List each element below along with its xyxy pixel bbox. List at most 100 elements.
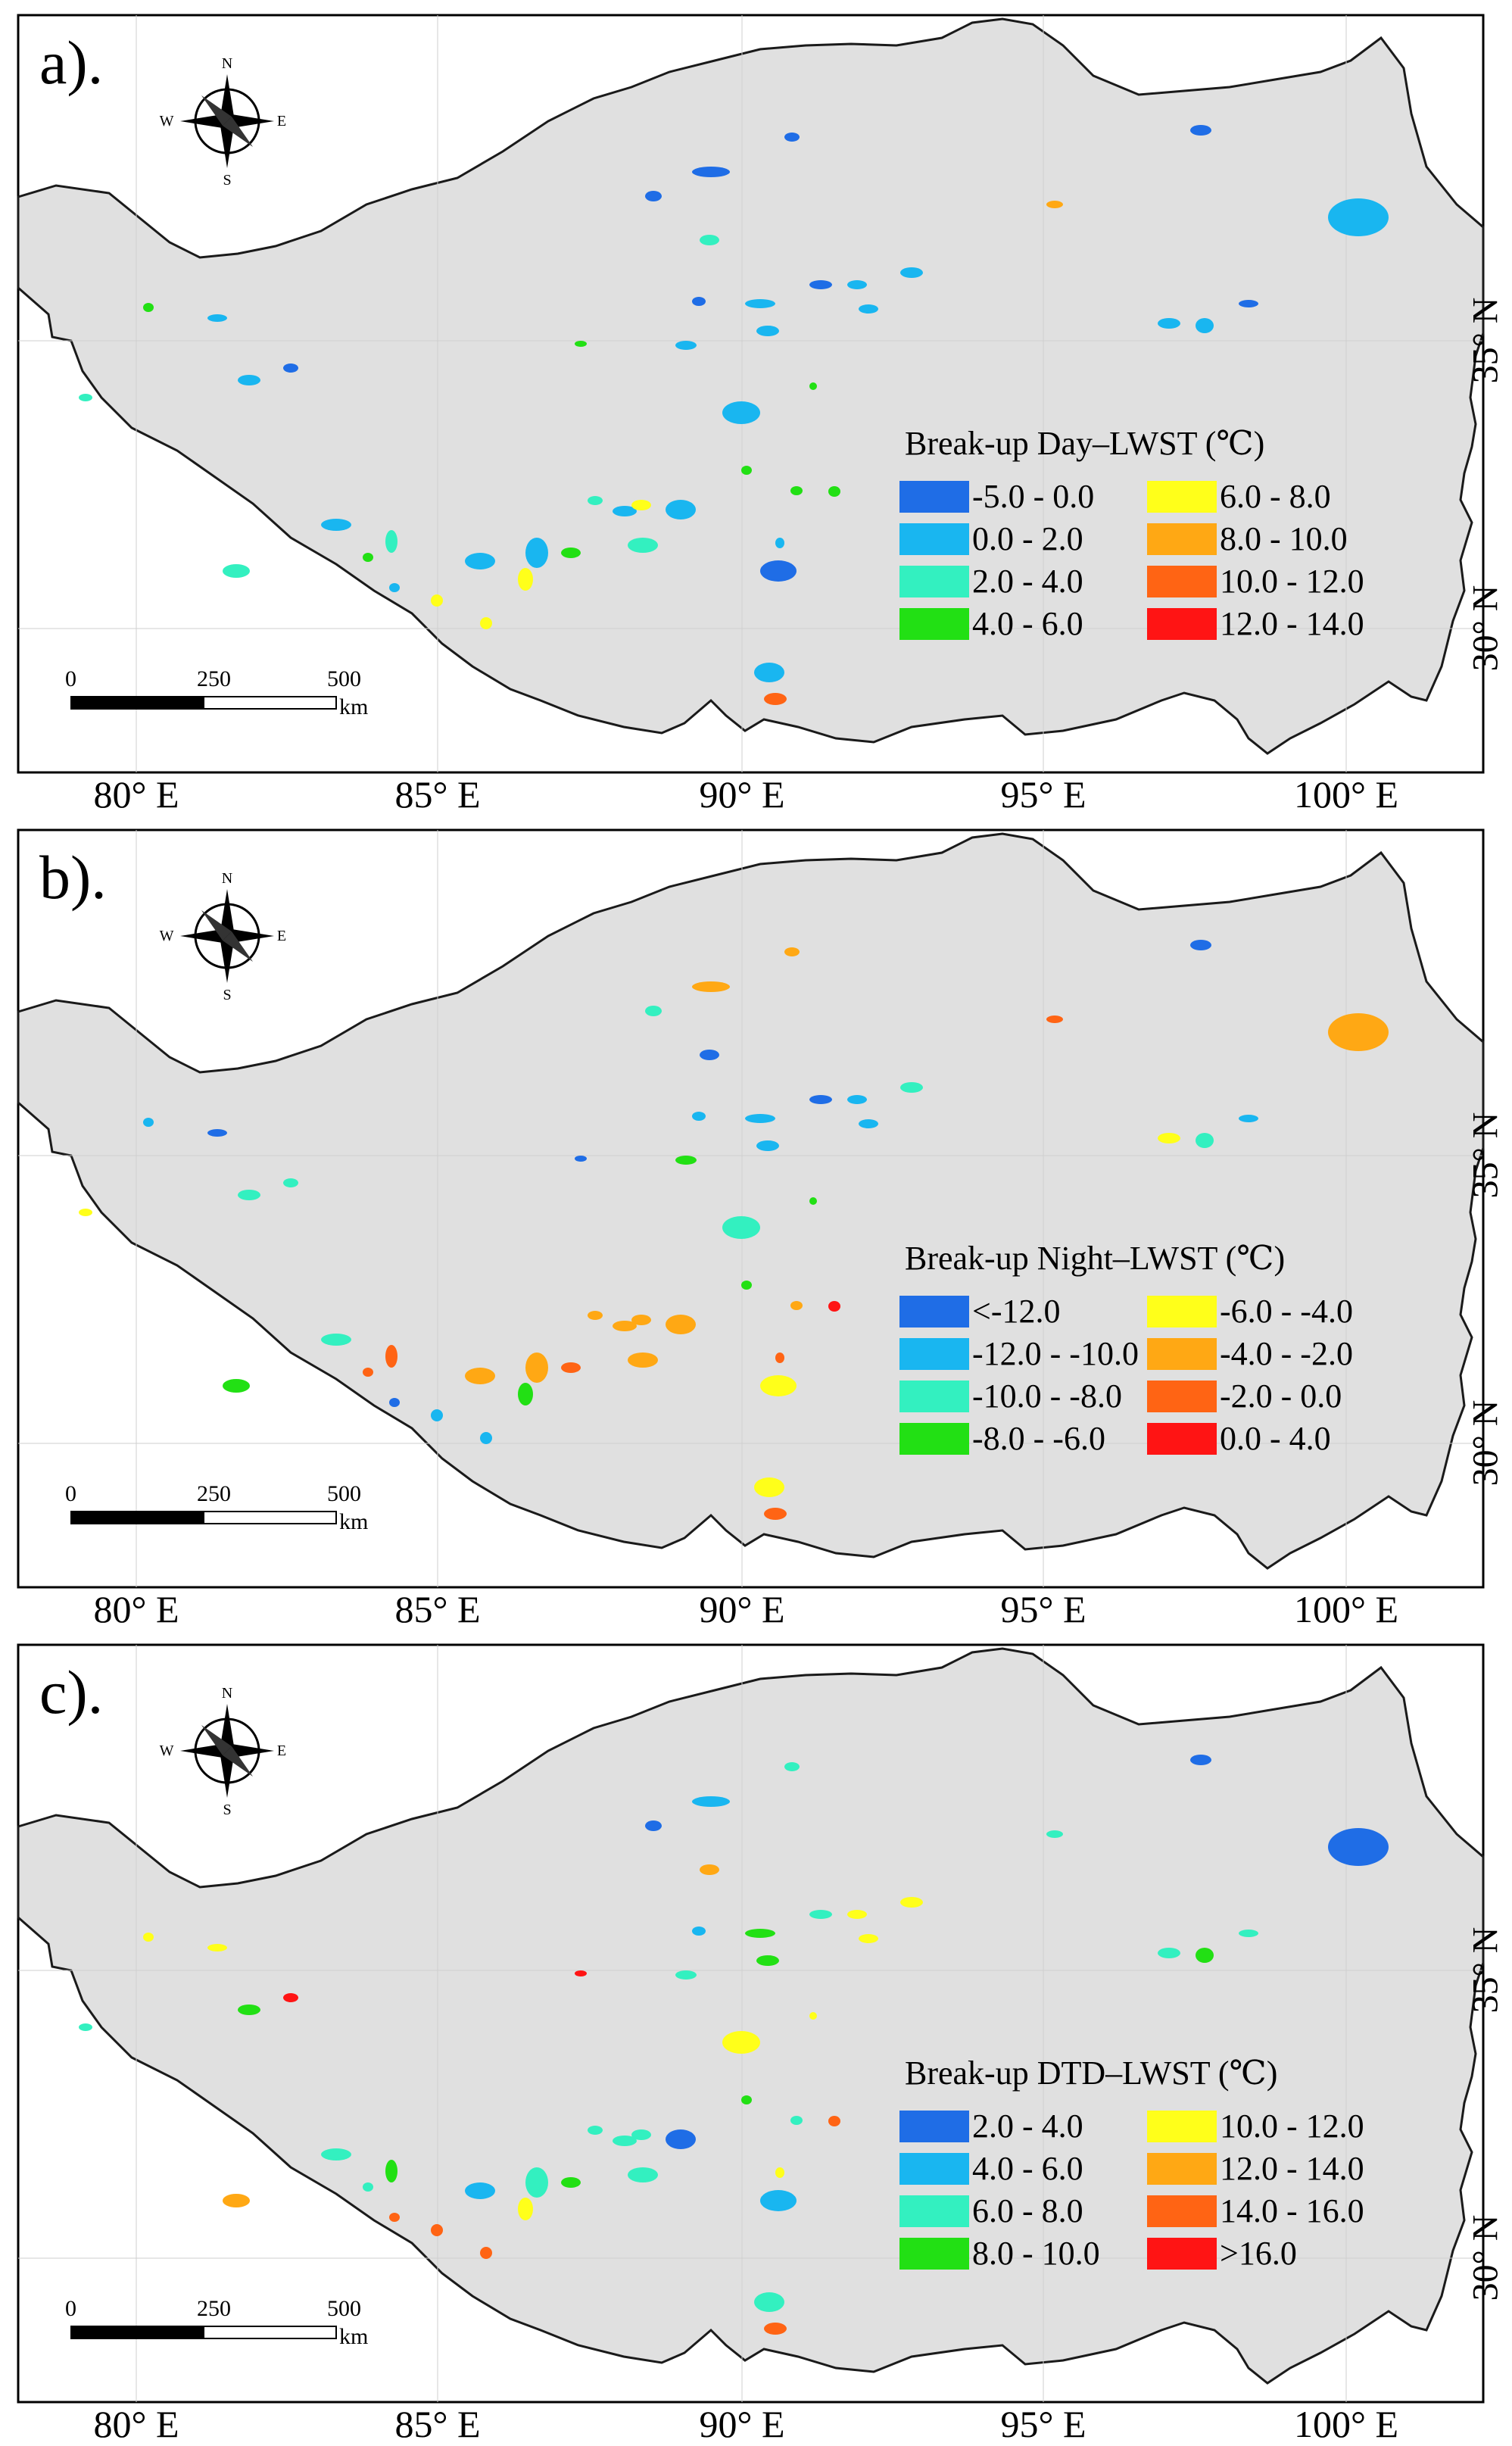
legend-swatch bbox=[899, 1380, 969, 1412]
x-tick-label: 85° E bbox=[394, 773, 481, 816]
lake bbox=[143, 303, 154, 312]
lake bbox=[628, 1352, 658, 1368]
legend-item: 0.0 - 4.0 bbox=[1147, 1419, 1331, 1458]
lake bbox=[754, 663, 784, 682]
compass-label-n: N bbox=[222, 870, 232, 887]
lake bbox=[666, 2129, 696, 2149]
legend-swatch bbox=[899, 2195, 969, 2227]
lake bbox=[1239, 1930, 1258, 1937]
lake bbox=[1196, 1133, 1214, 1148]
lake bbox=[525, 1352, 548, 1383]
lake bbox=[859, 304, 878, 314]
y-tick-label: 30° N bbox=[1465, 1399, 1506, 1487]
lake bbox=[525, 2167, 548, 2198]
legend-swatch bbox=[899, 2110, 969, 2142]
legend-swatch bbox=[899, 523, 969, 555]
legend-swatch bbox=[1147, 1295, 1217, 1328]
lake bbox=[784, 1762, 800, 1771]
lake bbox=[207, 314, 227, 322]
lake bbox=[628, 2167, 658, 2182]
lake bbox=[79, 394, 92, 401]
lake bbox=[223, 564, 250, 578]
lake bbox=[389, 2213, 400, 2222]
lake bbox=[859, 1934, 878, 1943]
lake bbox=[756, 326, 779, 336]
lake bbox=[645, 1006, 662, 1016]
lake bbox=[480, 1432, 492, 1444]
panel-label: c). bbox=[39, 1658, 104, 1727]
legend-label: -2.0 - 0.0 bbox=[1220, 1377, 1342, 1415]
lake bbox=[1158, 318, 1180, 329]
x-tick-label: 90° E bbox=[699, 1588, 785, 1630]
x-tick-label: 80° E bbox=[93, 2403, 179, 2445]
legend-label: 10.0 - 12.0 bbox=[1220, 563, 1364, 600]
lake bbox=[207, 1944, 227, 1951]
lake bbox=[385, 530, 397, 553]
legend-item: -6.0 - -4.0 bbox=[1147, 1292, 1353, 1331]
lake bbox=[613, 506, 637, 516]
lake bbox=[722, 401, 760, 424]
lake bbox=[1046, 1830, 1063, 1838]
legend-item: -8.0 - -6.0 bbox=[899, 1419, 1105, 1458]
legend-title: Break-up Day–LWST (℃) bbox=[905, 425, 1265, 462]
scale-bar-tick-label: 500 bbox=[327, 666, 361, 691]
lake bbox=[1196, 1948, 1214, 1963]
lake bbox=[809, 280, 832, 289]
legend-item: <-12.0 bbox=[899, 1292, 1060, 1331]
lake bbox=[588, 496, 603, 505]
legend-item: -5.0 - 0.0 bbox=[899, 477, 1094, 516]
lake bbox=[1046, 201, 1063, 208]
legend-label: -5.0 - 0.0 bbox=[972, 478, 1095, 515]
lake bbox=[760, 1375, 797, 1396]
x-tick-label: 90° E bbox=[699, 773, 785, 816]
plateau-region bbox=[17, 17, 1485, 755]
x-tick-label: 95° E bbox=[1000, 773, 1086, 816]
legend-label: -4.0 - -2.0 bbox=[1220, 1335, 1353, 1372]
legend-label: 4.0 - 6.0 bbox=[972, 605, 1083, 642]
north-arrow-icon: N S E W bbox=[160, 870, 287, 1003]
lake bbox=[385, 2160, 397, 2182]
lake bbox=[431, 594, 443, 607]
legend-item: 10.0 - 12.0 bbox=[1147, 562, 1364, 601]
legend-label: 8.0 - 10.0 bbox=[1220, 520, 1348, 557]
lake bbox=[764, 1508, 787, 1520]
lake bbox=[675, 1970, 697, 1980]
lake bbox=[900, 1082, 923, 1093]
lake bbox=[809, 2012, 817, 2020]
lake bbox=[847, 280, 867, 289]
legend-label: 0.0 - 4.0 bbox=[1220, 1420, 1331, 1457]
lake bbox=[575, 1156, 587, 1162]
lake bbox=[745, 1114, 775, 1123]
lake bbox=[828, 486, 840, 497]
y-tick-label: 35° N bbox=[1465, 297, 1506, 384]
legend-item: 12.0 - 14.0 bbox=[1147, 2149, 1364, 2188]
lake bbox=[613, 2136, 637, 2146]
lake bbox=[1046, 1016, 1063, 1023]
lake bbox=[754, 2292, 784, 2312]
lake bbox=[775, 2167, 784, 2178]
lake bbox=[809, 1910, 832, 1919]
lake bbox=[480, 2247, 492, 2259]
legend-swatch bbox=[1147, 480, 1217, 513]
legend-swatch bbox=[1147, 1422, 1217, 1455]
lake bbox=[321, 519, 351, 531]
lake bbox=[775, 1352, 784, 1363]
legend-swatch bbox=[899, 1295, 969, 1328]
legend-label: 14.0 - 16.0 bbox=[1220, 2192, 1364, 2229]
lake bbox=[692, 1112, 706, 1121]
legend-swatch bbox=[1147, 607, 1217, 640]
legend-item: 4.0 - 6.0 bbox=[899, 604, 1083, 643]
scale-bar-unit: km bbox=[339, 694, 369, 719]
compass-label-n: N bbox=[222, 55, 232, 72]
legend-item: 10.0 - 12.0 bbox=[1147, 2107, 1364, 2145]
lake bbox=[828, 2116, 840, 2126]
plateau-region bbox=[17, 832, 1485, 1570]
compass-label-e: E bbox=[277, 928, 286, 944]
legend-label: -6.0 - -4.0 bbox=[1220, 1293, 1353, 1330]
lake bbox=[741, 1281, 752, 1290]
map-canvas: N S E W bbox=[17, 14, 1485, 774]
legend-label: 0.0 - 2.0 bbox=[972, 520, 1083, 557]
lake bbox=[756, 1955, 779, 1966]
lake bbox=[575, 1970, 587, 1976]
lake bbox=[79, 2023, 92, 2031]
